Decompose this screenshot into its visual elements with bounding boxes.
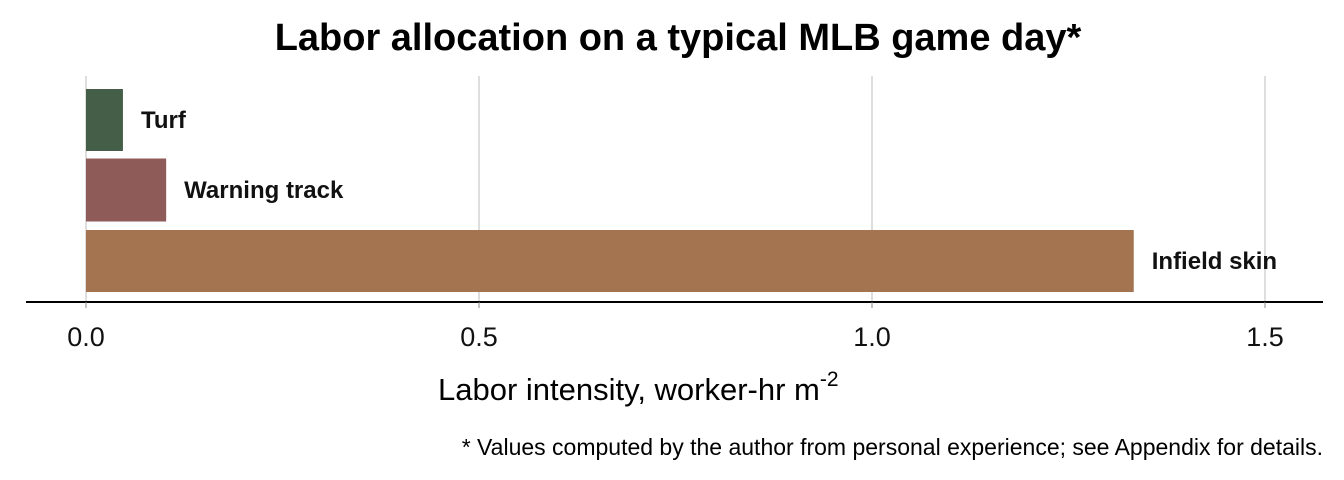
bar-label: Warning track — [184, 177, 344, 204]
x-tick-labels: 0.0 0.5 1.0 1.5 — [67, 302, 1284, 352]
x-axis-title: Labor intensity, worker-hr m-2 — [438, 368, 839, 407]
bar — [86, 230, 1134, 292]
chart-title: Labor allocation on a typical MLB game d… — [275, 17, 1082, 59]
bar-label: Turf — [141, 107, 187, 134]
bar — [86, 158, 167, 222]
x-tick-label: 0.5 — [460, 322, 498, 352]
bar — [86, 89, 123, 151]
bar-label: Infield skin — [1152, 248, 1277, 275]
x-tick-label: 0.0 — [67, 322, 105, 352]
bars: Turf Warning track Infield skin — [86, 89, 1277, 292]
footnote: * Values computed by the author from per… — [462, 434, 1323, 460]
x-axis-title-text: Labor intensity, worker-hr m — [438, 372, 820, 407]
x-tick-label: 1.0 — [853, 322, 891, 352]
x-axis-title-superscript: -2 — [820, 368, 839, 391]
x-tick-label: 1.5 — [1246, 322, 1284, 352]
